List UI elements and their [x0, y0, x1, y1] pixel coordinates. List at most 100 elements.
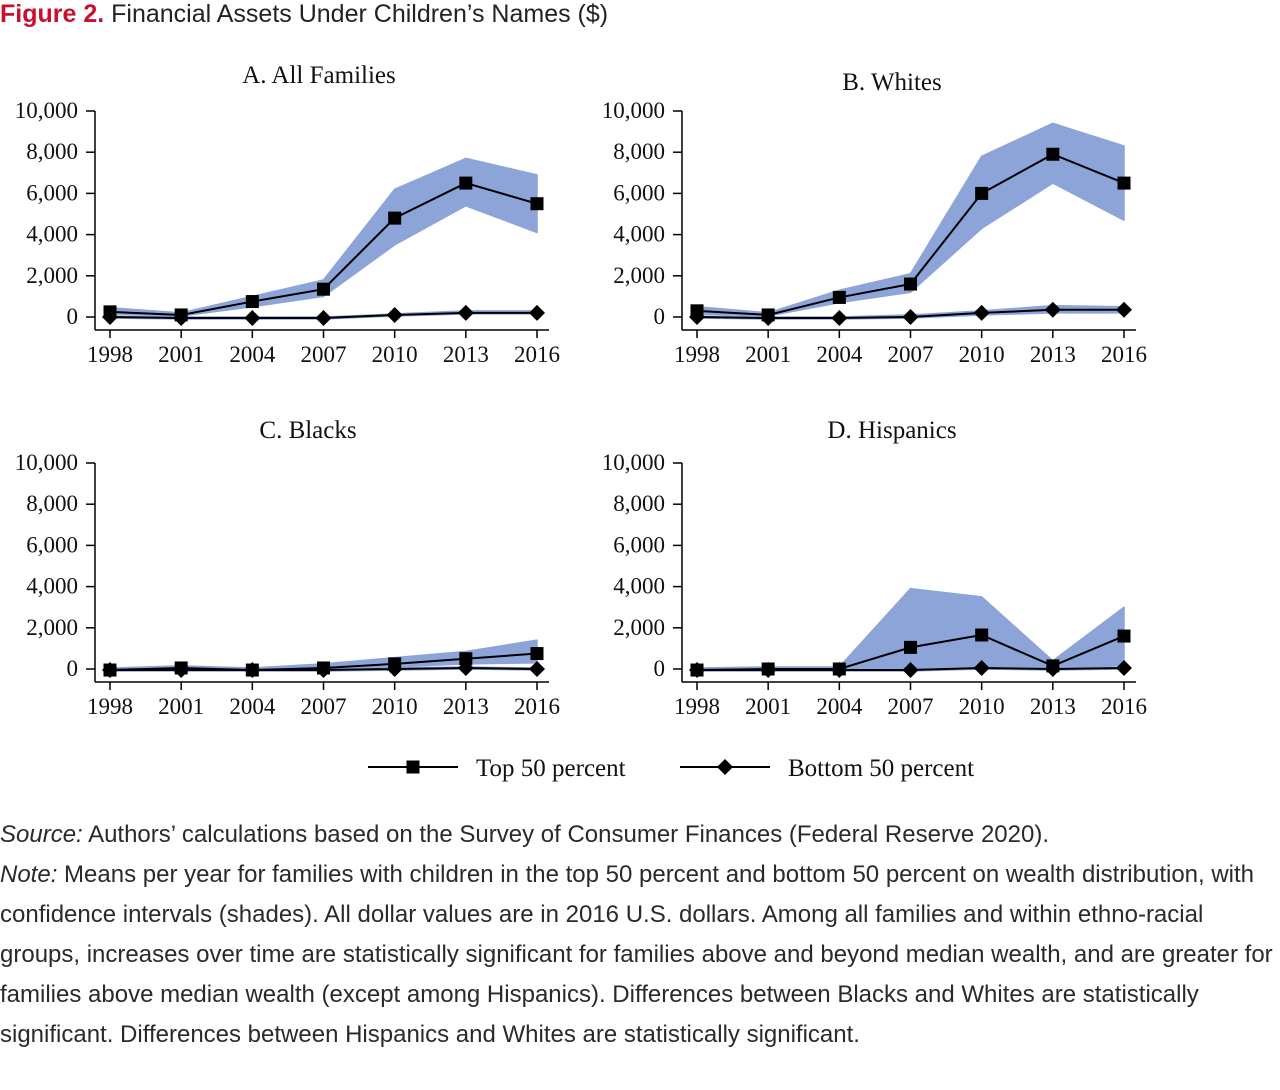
ci-band-top	[696, 587, 1125, 672]
legend-marker-square	[406, 760, 420, 774]
x-tick-label: 2010	[959, 694, 1005, 719]
data-point	[831, 662, 848, 679]
data-point	[973, 304, 990, 321]
data-point	[1044, 661, 1061, 677]
data-point	[457, 659, 474, 676]
x-tick-label: 2010	[959, 342, 1005, 367]
data-point	[459, 652, 473, 666]
y-tick-label: 2,000	[26, 263, 78, 288]
data-point	[244, 310, 261, 327]
data-point	[975, 628, 989, 642]
panel-title: D. Hispanics	[827, 417, 956, 444]
data-point	[173, 662, 190, 679]
y-tick-label: 10,000	[602, 98, 665, 123]
legend-marker-diamond	[717, 759, 733, 775]
x-tick-label: 2001	[158, 694, 204, 719]
y-tick-label: 0	[67, 656, 79, 681]
y-tick-label: 6,000	[613, 532, 665, 557]
x-tick-label: 2007	[888, 342, 934, 367]
data-point	[832, 290, 846, 304]
data-point	[386, 661, 403, 677]
y-tick-label: 0	[654, 304, 666, 329]
y-tick-label: 10,000	[15, 98, 78, 123]
x-tick-label: 2004	[229, 342, 276, 367]
data-point	[173, 310, 190, 327]
data-point	[1046, 147, 1060, 161]
data-point	[904, 640, 917, 654]
data-point	[457, 304, 474, 321]
x-tick-label: 2007	[301, 342, 347, 367]
y-tick-label: 6,000	[613, 180, 665, 205]
data-point	[831, 310, 848, 327]
data-point	[1116, 659, 1132, 676]
y-tick-label: 0	[654, 656, 666, 681]
x-tick-label: 2001	[745, 342, 791, 367]
figure-notes: Source: Authors’ calculations based on t…	[0, 815, 1280, 1055]
data-point	[530, 647, 544, 661]
note-label: Note:	[0, 861, 58, 888]
chart-area: A. All Families 0 2,000 4,000 6,000 8,000 10,0…	[15, 62, 1147, 782]
x-tick-label: 2013	[1030, 342, 1076, 367]
y-tick-label: 8,000	[613, 491, 665, 516]
x-tick-label: 2004	[229, 694, 276, 719]
y-tick-label: 8,000	[26, 491, 78, 516]
data-point	[102, 662, 118, 679]
panel-title: B. Whites	[842, 69, 942, 96]
data-point	[975, 186, 989, 200]
x-tick-label: 2013	[443, 342, 489, 367]
chart-panel-2: B. Whites 0 2,000 4,000 6,000 8,000 10,000 1998…	[602, 69, 1147, 367]
x-tick-label: 2007	[888, 694, 934, 719]
data-point	[760, 662, 777, 679]
y-tick-label: 2,000	[613, 263, 665, 288]
x-tick-label: 2013	[1030, 694, 1076, 719]
legend: Top 50 percent Bottom 50 percent	[368, 755, 974, 782]
y-tick-label: 8,000	[26, 139, 78, 164]
data-point	[973, 659, 990, 676]
source-note: Source: Authors’ calculations based on t…	[0, 815, 1280, 855]
y-tick-label: 4,000	[26, 222, 78, 247]
x-tick-label: 2016	[514, 694, 560, 719]
y-tick-label: 2,000	[613, 615, 665, 640]
figure-title: Figure 2. Financial Assets Under Childre…	[0, 0, 608, 29]
data-point	[1117, 629, 1131, 643]
x-tick-label: 1998	[674, 342, 720, 367]
data-point	[315, 662, 332, 679]
x-tick-label: 1998	[674, 694, 720, 719]
ci-band-top	[696, 122, 1125, 317]
y-tick-label: 10,000	[15, 450, 78, 475]
x-tick-label: 2010	[372, 342, 418, 367]
data-point	[102, 309, 118, 325]
note-paragraph: Note: Means per year for families with c…	[0, 855, 1280, 1055]
x-tick-label: 1998	[87, 342, 133, 367]
figure-label: Figure 2.	[0, 0, 105, 28]
note-text: Means per year for families with childre…	[0, 861, 1273, 1048]
data-point	[760, 310, 777, 327]
data-point	[902, 309, 919, 325]
x-tick-label: 2004	[816, 342, 863, 367]
y-tick-label: 6,000	[26, 180, 78, 205]
data-point	[529, 661, 545, 677]
figure-title-text: Financial Assets Under Children’s Names …	[111, 0, 609, 28]
legend-item-top: Top 50 percent	[368, 755, 626, 782]
data-point	[902, 662, 919, 679]
data-point	[689, 309, 705, 325]
data-point	[386, 306, 403, 323]
data-point	[459, 176, 473, 190]
y-tick-label: 4,000	[613, 574, 665, 599]
data-point	[244, 662, 261, 679]
data-point	[317, 282, 330, 296]
x-tick-label: 1998	[87, 694, 133, 719]
data-point	[1044, 301, 1061, 318]
x-tick-label: 2016	[1101, 342, 1147, 367]
y-tick-label: 8,000	[613, 139, 665, 164]
y-tick-label: 0	[67, 304, 79, 329]
y-tick-label: 2,000	[26, 615, 78, 640]
panel-title: C. Blacks	[259, 417, 356, 444]
ci-band-top	[109, 157, 538, 317]
legend-label: Top 50 percent	[476, 755, 626, 782]
y-tick-label: 4,000	[613, 222, 665, 247]
x-tick-label: 2013	[443, 694, 489, 719]
data-point	[388, 211, 402, 225]
data-point	[529, 304, 545, 321]
panel-title: A. All Families	[242, 62, 395, 89]
